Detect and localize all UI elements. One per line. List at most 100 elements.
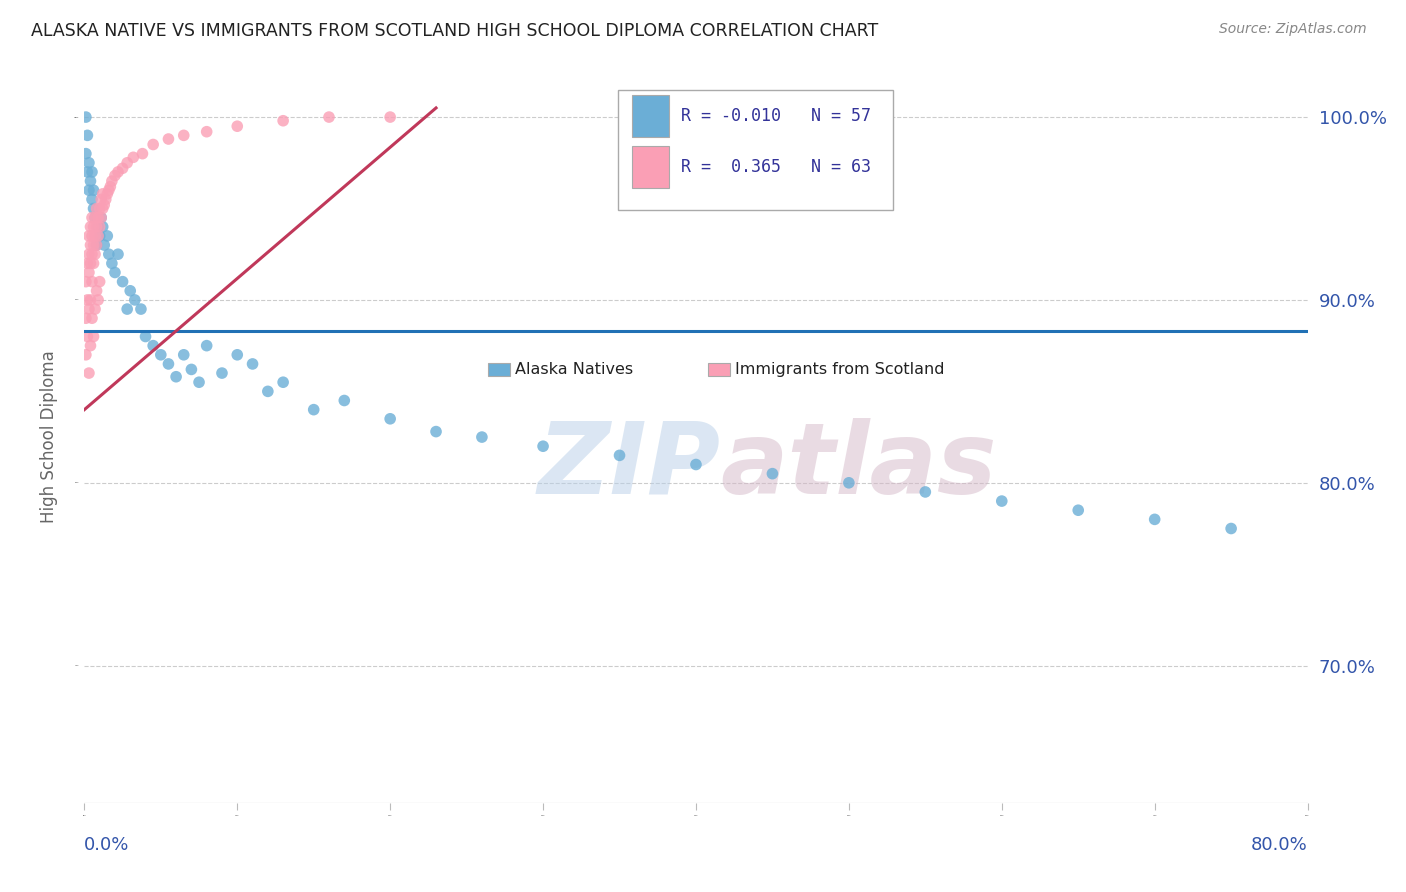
Point (90, 211, 112, 225)
Point (80, 165, 103, 179)
Point (98, 179, 121, 194)
Point (96, 186, 118, 201)
Point (318, 110, 340, 124)
Point (89, 275, 111, 289)
Text: ZIP: ZIP (537, 417, 720, 515)
Point (84, 211, 107, 225)
Bar (633, 146, 669, 188)
Point (86, 284, 108, 298)
Bar (488, 363, 510, 376)
Point (271, 375, 294, 389)
Point (380, 110, 402, 124)
Point (77, 228, 100, 243)
Text: Alaska Natives: Alaska Natives (515, 362, 633, 377)
Point (91, 202, 114, 216)
Point (80, 211, 103, 225)
Point (129, 301, 152, 316)
Point (79, 219, 101, 234)
Point (77, 301, 100, 316)
Point (91, 186, 114, 201)
Point (80, 275, 103, 289)
Point (91, 219, 114, 234)
Point (76, 329, 98, 343)
Point (87, 228, 110, 243)
Point (75, 275, 97, 289)
Point (75, 110, 97, 124)
Point (115, 155, 138, 169)
Point (257, 384, 280, 399)
Point (104, 265, 127, 279)
FancyBboxPatch shape (617, 90, 893, 211)
Point (211, 366, 233, 380)
Text: R =  0.365   N = 63: R = 0.365 N = 63 (682, 158, 872, 177)
Point (173, 128, 195, 143)
Point (77, 183, 100, 197)
Point (226, 119, 249, 133)
Point (75, 348, 97, 362)
Point (84, 211, 107, 225)
Point (76, 256, 98, 270)
Point (84, 228, 107, 243)
Point (101, 256, 124, 270)
Point (838, 475, 860, 490)
Point (89, 202, 111, 216)
Point (101, 174, 124, 188)
Point (80, 247, 103, 261)
Text: Immigrants from Scotland: Immigrants from Scotland (735, 362, 945, 377)
Point (83, 329, 105, 343)
Bar (633, 95, 669, 137)
Point (76, 128, 98, 143)
Point (89, 219, 111, 234)
Point (173, 348, 195, 362)
Point (107, 165, 129, 179)
Point (84, 301, 107, 316)
Point (131, 146, 153, 161)
Point (991, 494, 1014, 508)
Point (77, 265, 100, 279)
Point (83, 202, 105, 216)
Point (86, 202, 108, 216)
Point (77, 247, 100, 261)
Point (1143, 512, 1166, 526)
Point (80, 311, 103, 326)
Point (79, 174, 101, 188)
Point (157, 132, 180, 146)
Point (195, 125, 218, 139)
Point (1067, 503, 1090, 517)
Point (79, 238, 101, 252)
Point (195, 338, 218, 352)
Point (149, 348, 172, 362)
Point (97, 183, 120, 197)
Point (135, 329, 157, 343)
Text: ALASKA NATIVE VS IMMIGRANTS FROM SCOTLAND HIGH SCHOOL DIPLOMA CORRELATION CHART: ALASKA NATIVE VS IMMIGRANTS FROM SCOTLAN… (31, 22, 879, 40)
Point (685, 458, 707, 472)
Point (188, 375, 211, 389)
Point (111, 275, 134, 289)
Point (93, 238, 115, 252)
Point (333, 393, 356, 408)
Point (142, 137, 165, 152)
Point (83, 238, 105, 252)
Point (111, 161, 134, 176)
Point (531, 439, 554, 453)
Point (226, 348, 249, 362)
Text: Source: ZipAtlas.com: Source: ZipAtlas.com (1219, 22, 1367, 37)
Point (87, 219, 110, 234)
Point (107, 247, 129, 261)
Point (142, 338, 165, 352)
Point (104, 169, 127, 183)
Point (86, 238, 108, 252)
Point (242, 357, 264, 371)
Point (75, 146, 97, 161)
Point (79, 338, 101, 352)
Point (79, 293, 101, 307)
Point (180, 362, 202, 376)
Point (271, 113, 294, 128)
Point (120, 284, 142, 298)
Point (80, 228, 103, 243)
Point (89, 228, 111, 243)
Point (609, 448, 631, 462)
Bar (709, 363, 730, 376)
Point (157, 357, 180, 371)
Point (914, 484, 936, 499)
